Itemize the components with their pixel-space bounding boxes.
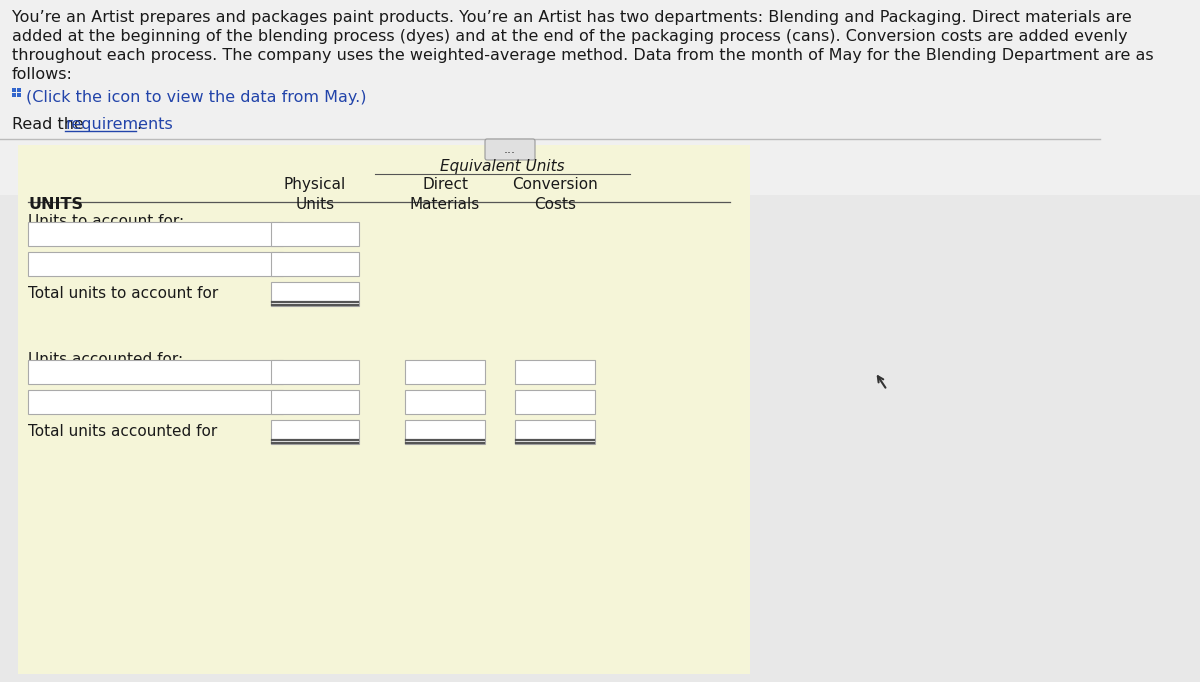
Text: Conversion: Conversion — [512, 177, 598, 192]
Text: Units: Units — [295, 197, 335, 212]
Text: UNITS: UNITS — [28, 197, 83, 212]
Text: Units accounted for:: Units accounted for: — [28, 352, 184, 367]
Text: (Click the icon to view the data from May.): (Click the icon to view the data from Ma… — [26, 90, 366, 105]
FancyBboxPatch shape — [406, 360, 485, 384]
Text: Direct: Direct — [422, 177, 468, 192]
FancyBboxPatch shape — [406, 420, 485, 444]
Text: Physical: Physical — [284, 177, 346, 192]
Text: ...: ... — [504, 143, 516, 156]
FancyBboxPatch shape — [485, 139, 535, 160]
Text: Total units to account for: Total units to account for — [28, 286, 218, 301]
FancyBboxPatch shape — [271, 282, 359, 306]
Text: requirements: requirements — [65, 117, 173, 132]
Text: Units to account for:: Units to account for: — [28, 214, 184, 229]
FancyBboxPatch shape — [515, 360, 595, 384]
FancyBboxPatch shape — [515, 390, 595, 414]
FancyBboxPatch shape — [17, 88, 22, 92]
FancyBboxPatch shape — [271, 222, 359, 246]
FancyBboxPatch shape — [28, 252, 283, 276]
FancyBboxPatch shape — [18, 145, 750, 674]
FancyBboxPatch shape — [515, 420, 595, 444]
FancyBboxPatch shape — [12, 88, 16, 92]
Text: added at the beginning of the blending process (dyes) and at the end of the pack: added at the beginning of the blending p… — [12, 29, 1128, 44]
FancyBboxPatch shape — [271, 360, 359, 384]
FancyBboxPatch shape — [271, 252, 359, 276]
FancyBboxPatch shape — [28, 222, 283, 246]
Text: Total units accounted for: Total units accounted for — [28, 424, 217, 439]
FancyBboxPatch shape — [12, 93, 16, 97]
FancyBboxPatch shape — [28, 390, 283, 414]
Text: follows:: follows: — [12, 67, 73, 82]
Text: Materials: Materials — [410, 197, 480, 212]
FancyBboxPatch shape — [0, 0, 1200, 195]
FancyBboxPatch shape — [406, 390, 485, 414]
Text: throughout each process. The company uses the weighted-average method. Data from: throughout each process. The company use… — [12, 48, 1153, 63]
Text: Costs: Costs — [534, 197, 576, 212]
FancyBboxPatch shape — [17, 93, 22, 97]
Text: You’re an Artist prepares and packages paint products. You’re an Artist has two : You’re an Artist prepares and packages p… — [12, 10, 1132, 25]
FancyBboxPatch shape — [271, 390, 359, 414]
Text: Read the: Read the — [12, 117, 89, 132]
FancyBboxPatch shape — [28, 360, 283, 384]
Text: .: . — [136, 117, 142, 132]
Text: Equivalent Units: Equivalent Units — [440, 159, 565, 174]
FancyBboxPatch shape — [271, 420, 359, 444]
